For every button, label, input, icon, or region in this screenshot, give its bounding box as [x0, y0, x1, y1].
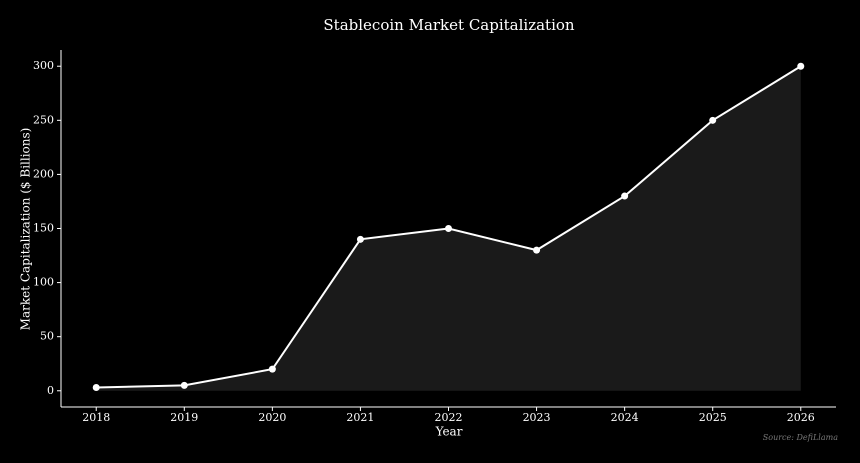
point [445, 225, 452, 232]
x-tick-label: 2022 [435, 411, 463, 424]
chart-title: Stablecoin Market Capitalization [323, 16, 575, 34]
point [797, 62, 805, 70]
point [180, 381, 188, 389]
y-tick-label: 150 [33, 222, 54, 235]
y-tick-label: 50 [40, 330, 54, 343]
x-tick-label: 2025 [699, 411, 727, 424]
x-tick-label: 2018 [82, 411, 110, 424]
x-axis-label: Year [435, 425, 463, 439]
y-tick-label: 200 [33, 167, 54, 180]
x-tick-label: 2024 [611, 411, 639, 424]
y-axis-label: Market Capitalization ($ Billions) [19, 128, 33, 331]
y-tick-label: 250 [33, 113, 54, 126]
area [96, 66, 801, 391]
y-tick-label: 300 [33, 59, 54, 72]
point [92, 384, 100, 392]
point [709, 116, 717, 124]
x-tick-label: 2020 [258, 411, 286, 424]
source-note: Source: DefiLlama [763, 433, 838, 442]
y-tick-label: 100 [33, 276, 54, 289]
x-tick-label: 2026 [787, 411, 815, 424]
point [621, 192, 629, 200]
x-tick-label: 2019 [170, 411, 198, 424]
point [356, 235, 364, 243]
point [533, 246, 541, 254]
x-tick-label: 2023 [523, 411, 551, 424]
x-tick-label: 2021 [346, 411, 374, 424]
y-tick-label: 0 [47, 384, 54, 397]
point [268, 365, 276, 373]
